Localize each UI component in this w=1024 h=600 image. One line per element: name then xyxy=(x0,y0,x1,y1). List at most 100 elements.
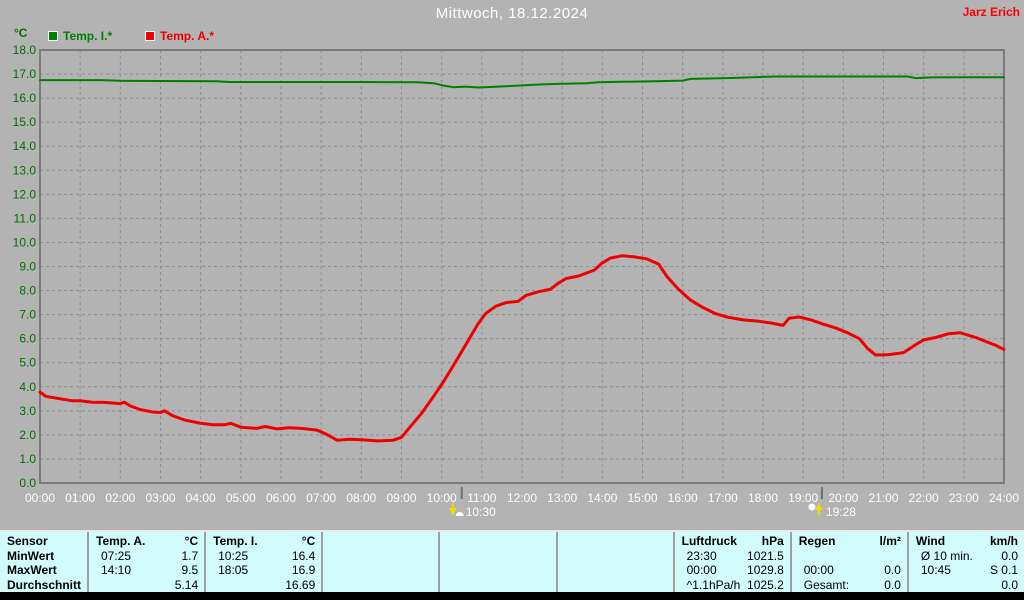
y-tick-label: 14.0 xyxy=(13,139,37,153)
temp-i-color-chip xyxy=(48,31,58,41)
stats-value-row: 0.0 xyxy=(909,578,1024,593)
row-label-text: MaxWert xyxy=(7,563,57,577)
stat-time xyxy=(565,578,570,593)
y-tick-label: 0.0 xyxy=(19,476,36,490)
sensor-name: Luftdruck xyxy=(681,534,737,548)
sensor-name: Regen xyxy=(798,534,836,548)
x-tick-label: 11:00 xyxy=(467,491,496,505)
legend-item-temp-a: Temp. A.* xyxy=(145,29,214,43)
stat-time: 10:45 xyxy=(920,563,951,577)
sensor-unit: °C xyxy=(184,534,199,548)
page-title: Mittwoch, 18.12.2024 xyxy=(435,5,589,22)
stats-column-temp-a: Temp. A. °C 07:25 1.7 14:10 9.5 5.14 xyxy=(87,532,204,592)
x-tick-label: 01:00 xyxy=(65,491,95,505)
sensor-unit: °C xyxy=(301,534,316,548)
stat-time xyxy=(799,549,804,564)
stat-time: 10:25 xyxy=(218,548,249,563)
y-tick-label: 18.0 xyxy=(13,43,37,57)
stat-value: 0.0 xyxy=(1001,548,1018,563)
row-label-text: Durchschnitt xyxy=(7,577,82,592)
row-label-text: MinWert xyxy=(7,548,55,563)
stat-time xyxy=(330,563,335,578)
x-tick-label: 04:00 xyxy=(186,491,216,505)
stats-row-label: MinWert xyxy=(0,549,87,564)
moonrise-icon xyxy=(808,503,816,511)
stats-row-label: Durchschnitt xyxy=(0,578,87,593)
stats-value-row: 18:05 16.9 xyxy=(206,563,321,578)
stats-column-header xyxy=(558,534,673,549)
x-tick-label: 08:00 xyxy=(346,491,376,505)
y-tick-label: 1.0 xyxy=(19,452,36,466)
x-tick-label: 18:00 xyxy=(748,491,778,505)
moonset-icon xyxy=(448,508,457,515)
stat-time xyxy=(447,578,452,593)
stats-row-label: Sensor xyxy=(0,534,87,549)
x-tick-label: 02:00 xyxy=(105,491,135,505)
y-tick-label: 15.0 xyxy=(13,115,37,129)
x-tick-label: 24:00 xyxy=(989,491,1019,505)
stats-value-row: 10:45 S 0.1 xyxy=(909,563,1024,578)
stats-value-row: 10:25 16.4 xyxy=(206,549,321,564)
stat-time xyxy=(565,549,570,564)
stat-time: 07:25 xyxy=(101,548,132,563)
stat-value: 0.0 xyxy=(884,563,901,577)
stats-value-row: 00:00 0.0 xyxy=(792,563,907,578)
stats-column-header: Temp. I. °C xyxy=(206,534,321,549)
stat-time xyxy=(447,549,452,564)
stats-value-row: 00:00 1029.8 xyxy=(675,563,790,578)
stat-time: 00:00 xyxy=(686,563,717,577)
x-tick-label: 16:00 xyxy=(668,491,698,505)
stat-time xyxy=(447,563,452,578)
stats-column-header xyxy=(323,534,438,549)
stats-column-temp-i: Temp. I. °C 10:25 16.4 18:05 16.9 16.69 xyxy=(204,532,321,592)
moonrise-icon xyxy=(814,503,823,510)
stat-value: 5.14 xyxy=(174,577,199,592)
bottom-strip xyxy=(0,592,1024,600)
moonset-time-label: 10:30 xyxy=(466,505,496,519)
stat-value: 0.0 xyxy=(1001,577,1018,592)
stat-time xyxy=(330,549,335,564)
x-tick-label: 13:00 xyxy=(547,491,577,505)
row-label-text: Sensor xyxy=(7,534,48,548)
series-line-temp-i xyxy=(39,75,1005,89)
stats-column-empty-2 xyxy=(438,532,555,592)
stat-value: S 0.1 xyxy=(989,563,1018,577)
y-tick-label: 6.0 xyxy=(19,332,36,346)
legend-label-temp-i: Temp. I.* xyxy=(63,29,113,43)
x-tick-label: 00:00 xyxy=(25,491,55,505)
sensor-name: Wind xyxy=(915,534,946,548)
temp-a-color-chip xyxy=(145,31,155,41)
stats-value-row: 5.14 xyxy=(89,578,204,593)
y-tick-label: 8.0 xyxy=(19,284,36,298)
y-tick-label: 11.0 xyxy=(14,211,37,225)
stats-value-row xyxy=(323,578,438,593)
x-tick-label: 17:00 xyxy=(708,491,738,505)
stats-value-row: Gesamt: 0.0 xyxy=(792,578,907,593)
stat-time xyxy=(916,578,921,593)
x-tick-label: 19:00 xyxy=(788,491,818,505)
x-tick-label: 07:00 xyxy=(306,491,336,505)
stat-time: 18:05 xyxy=(218,563,249,577)
sensor-name: Temp. A. xyxy=(96,534,146,548)
x-tick-label: 21:00 xyxy=(868,491,898,505)
stats-column-header xyxy=(440,534,555,549)
y-tick-label: 13.0 xyxy=(13,163,37,177)
stats-column-empty-1 xyxy=(321,532,438,592)
stat-time: 23:30 xyxy=(686,548,717,563)
stats-column-header: Wind km/h xyxy=(909,534,1024,549)
x-tick-label: 03:00 xyxy=(145,491,175,505)
stat-time: 14:10 xyxy=(101,563,132,577)
stat-time: 00:00 xyxy=(803,563,834,577)
stats-column-header: Luftdruck hPa xyxy=(675,534,790,549)
x-tick-label: 06:00 xyxy=(266,491,296,505)
moonrise-time-label: 19:28 xyxy=(826,505,856,519)
y-tick-label: 16.0 xyxy=(13,91,37,105)
plot-border xyxy=(39,49,1005,484)
sensor-unit: l/m² xyxy=(879,534,901,548)
stats-value-row xyxy=(558,549,673,564)
stats-value-row xyxy=(558,563,673,578)
x-tick-label: 14:00 xyxy=(587,491,617,505)
station-owner-name: Jarz Erich xyxy=(962,5,1020,19)
stats-value-row: 23:30 1021.5 xyxy=(675,549,790,564)
